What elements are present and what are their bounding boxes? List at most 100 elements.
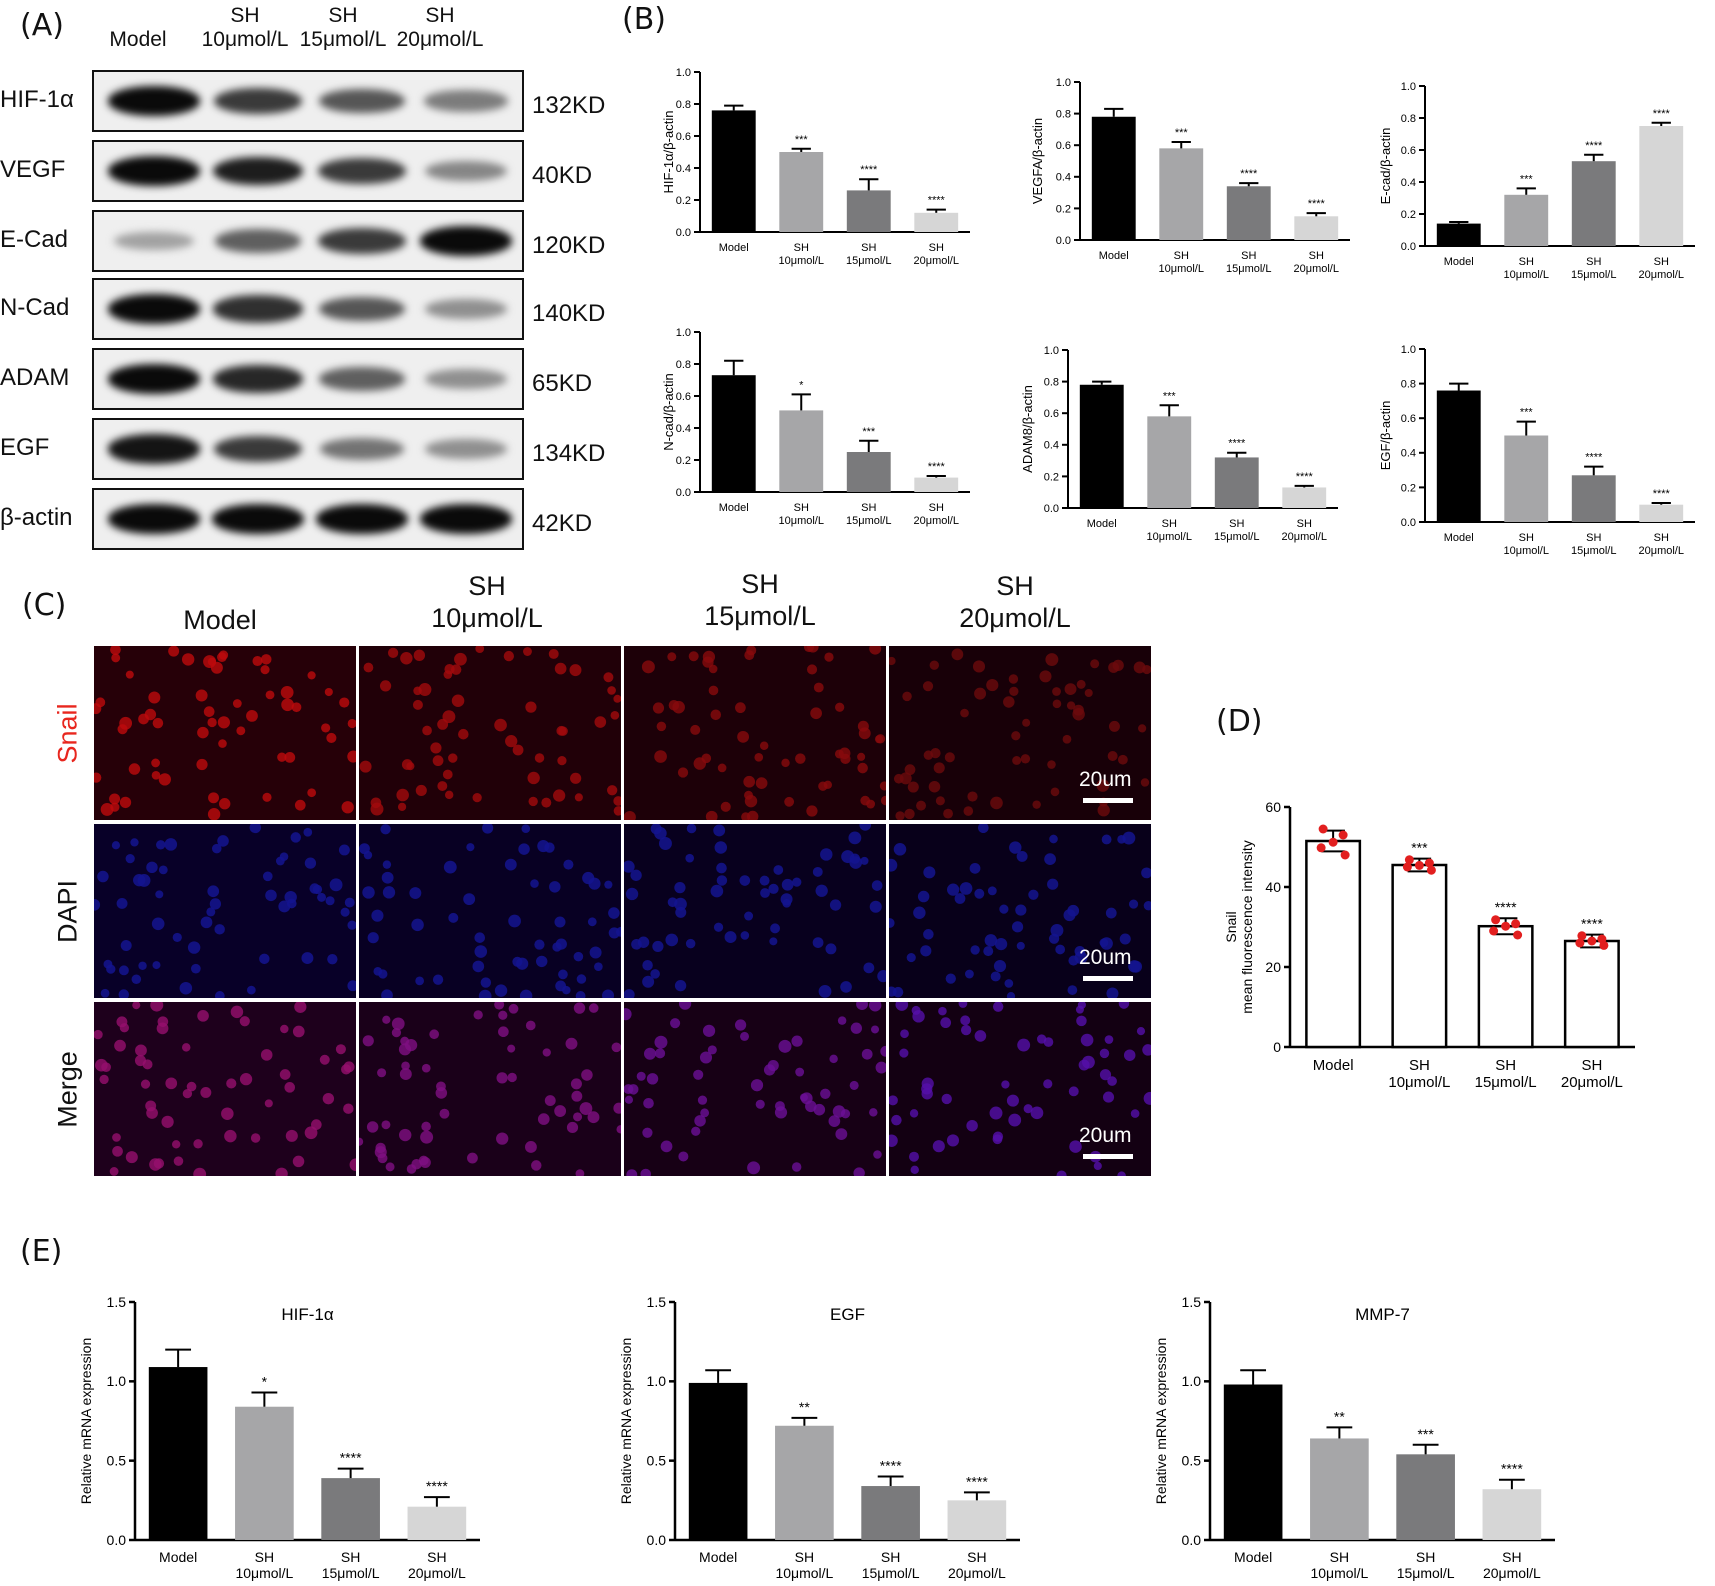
if-cell [714, 841, 728, 854]
if-cell [391, 1017, 405, 1031]
x-category-label: 10μmol/L [775, 1565, 833, 1581]
if-cell [131, 974, 142, 985]
wb-column-label-line: 10μmol/L [201, 28, 289, 51]
if-cell [959, 882, 973, 895]
if-cell [148, 691, 161, 704]
wb-band [318, 296, 406, 322]
if-cell [1133, 661, 1146, 674]
y-axis-label: VEGFA/β-actin [1030, 118, 1045, 204]
x-category-label: Model [1234, 1549, 1272, 1565]
if-cell [262, 871, 273, 882]
if-cell [406, 762, 415, 771]
y-tick-label: 0.4 [1401, 177, 1416, 189]
if-cell [554, 1105, 567, 1117]
if-cell [1117, 1171, 1126, 1176]
if-cell [1142, 1044, 1151, 1056]
x-category-label: SH [1654, 256, 1669, 268]
if-cell [1016, 850, 1028, 862]
if-cell [307, 788, 317, 798]
if-cell [1022, 718, 1031, 727]
if-cell [717, 763, 727, 773]
if-cell [565, 1037, 578, 1050]
if-cell [112, 1133, 121, 1142]
x-category-label: 15μmol/L [1397, 1565, 1455, 1581]
if-cell [874, 735, 884, 744]
x-category-label: SH [1162, 518, 1177, 530]
wb-band [319, 367, 405, 391]
if-cell [904, 808, 915, 820]
if-cell [1123, 1049, 1136, 1061]
if-cell [954, 893, 966, 904]
if-cell [1056, 1170, 1067, 1176]
if-cell [678, 1151, 689, 1162]
y-axis-label-line: Relative mRNA expression [1153, 1338, 1169, 1505]
if-cell [575, 991, 586, 998]
if-cell [519, 989, 533, 998]
if-cell [861, 1048, 873, 1060]
if-cell [285, 1129, 298, 1142]
wb-protein-label: VEGF [0, 156, 66, 183]
if-cell [760, 888, 770, 898]
if-cell [1066, 701, 1076, 710]
scale-bar-label: 20um [1079, 1124, 1132, 1147]
if-cell [579, 1102, 593, 1115]
y-tick-label: 0.2 [1401, 209, 1416, 221]
if-cell [467, 1152, 478, 1164]
wb-molecular-weight: 40KD [532, 162, 593, 189]
if-cell [155, 890, 164, 899]
if-cell [116, 1016, 128, 1028]
if-cell [607, 686, 616, 695]
if-cell [624, 1095, 634, 1104]
if-cell [418, 683, 432, 696]
if-cell [1017, 1038, 1031, 1052]
if-cell [400, 652, 413, 665]
if-cell [193, 1139, 203, 1149]
if-cell [179, 981, 193, 995]
if-cell [702, 1024, 716, 1037]
bar [846, 452, 891, 492]
if-cell [828, 1115, 841, 1127]
wb-column-label: SH 10μmol/L [190, 4, 300, 52]
y-axis-label-line: Snail [1223, 911, 1239, 942]
bar [1639, 504, 1684, 522]
if-cell [321, 723, 331, 733]
if-cell [781, 758, 790, 768]
if-cell [947, 883, 960, 896]
if-cell [284, 1082, 296, 1093]
x-category-label: 20μmol/L [948, 1565, 1006, 1581]
if-image-canvas [359, 824, 621, 998]
if-cell [856, 1002, 868, 1010]
if-cell [1047, 878, 1059, 890]
y-axis-label-line: E-cad/β-actin [1378, 128, 1393, 205]
panel-label-b: (B) [622, 2, 666, 37]
if-column-label: Model [90, 604, 350, 636]
if-cell [646, 1073, 659, 1085]
wb-molecular-weight: 132KD [532, 92, 606, 119]
if-cell [574, 793, 583, 802]
if-cell [654, 1048, 666, 1059]
if-cell [835, 1128, 848, 1141]
x-category-label: SH [1586, 256, 1601, 268]
y-axis-label: Relative mRNA expression [618, 1338, 634, 1505]
x-category-label: SH [1229, 518, 1244, 530]
y-axis-label-line: ADAM8/β-actin [1020, 385, 1035, 473]
if-cell [219, 798, 231, 810]
if-cell [116, 897, 128, 909]
if-cell [739, 875, 751, 886]
y-axis-label-line: EGF/β-actin [1378, 401, 1393, 471]
y-tick-label: 1.0 [1182, 1373, 1202, 1389]
if-cell [670, 1018, 681, 1029]
x-category-label: SH [1586, 532, 1601, 544]
wb-protein-label: N-Cad [0, 294, 70, 321]
y-tick-label: 0 [1273, 1039, 1281, 1055]
if-cell [1096, 779, 1110, 792]
wb-band [213, 295, 303, 323]
if-cell [191, 963, 201, 974]
if-background [94, 1002, 356, 1176]
if-cell [656, 721, 667, 732]
wb-band [420, 504, 512, 534]
if-cell [654, 750, 667, 763]
if-cell [232, 699, 242, 708]
if-cell [140, 1079, 151, 1089]
if-cell [1045, 653, 1059, 666]
